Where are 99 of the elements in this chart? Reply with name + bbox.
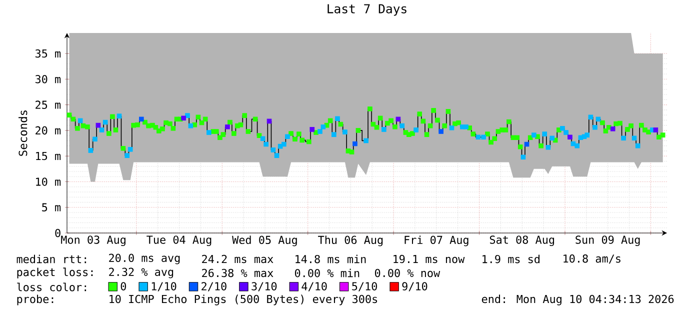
x-tick-label: Fri 07 Aug	[404, 236, 468, 246]
point	[414, 128, 418, 132]
point	[596, 116, 601, 122]
point	[320, 124, 326, 130]
text: 20.0 ms avg	[109, 254, 180, 264]
point	[270, 148, 276, 152]
point	[278, 144, 283, 149]
point	[584, 132, 590, 138]
y-tick-label: 0	[55, 228, 60, 238]
point	[550, 136, 555, 141]
point	[610, 126, 616, 132]
text: 0.00 % min	[294, 268, 360, 278]
point	[621, 136, 626, 141]
chart-title: Last 7 Days	[328, 4, 406, 16]
x-tick-label: Sat 08 Aug	[490, 236, 554, 246]
text: 1.9 ms sd	[482, 254, 540, 264]
point	[78, 118, 83, 124]
point	[546, 144, 551, 150]
point	[588, 114, 594, 120]
point	[274, 153, 280, 158]
y-tick-label: 5 m	[42, 203, 61, 212]
y-tick-label: 20 m	[36, 126, 61, 135]
point	[560, 126, 565, 131]
point	[542, 132, 548, 136]
point	[124, 153, 130, 158]
text: 14.8 ms min	[296, 254, 366, 264]
point	[568, 134, 572, 140]
point	[653, 128, 658, 132]
point	[102, 120, 108, 125]
legend-title: loss color:	[17, 282, 86, 292]
point	[364, 138, 368, 144]
y-axis-title: Seconds	[18, 110, 28, 156]
point	[264, 142, 268, 147]
point	[449, 125, 454, 130]
point	[592, 124, 598, 130]
point	[318, 129, 322, 134]
legend-label: 0	[120, 282, 126, 290]
legend-label: 2/10	[202, 282, 226, 292]
x-tick-label: Mon 03 Aug	[61, 236, 126, 246]
text: end: Mon Aug 10 04:34:13 2026	[482, 294, 674, 306]
point	[352, 141, 358, 146]
point	[181, 116, 186, 121]
point	[342, 130, 348, 134]
point	[564, 130, 568, 135]
point	[260, 136, 266, 142]
point	[266, 118, 272, 124]
point	[185, 113, 190, 118]
x-tick-label: Sun 09 Aug	[576, 236, 640, 246]
point	[635, 143, 640, 148]
point	[99, 128, 104, 132]
point	[532, 132, 536, 138]
point	[382, 127, 386, 132]
point	[396, 116, 401, 122]
point	[464, 124, 468, 130]
point	[96, 122, 101, 128]
point	[632, 136, 637, 141]
point	[400, 123, 405, 128]
point	[116, 114, 122, 118]
x-tick-label: Wed 05 Aug	[232, 236, 297, 246]
text: 19.1 ms now	[394, 254, 465, 264]
point	[310, 127, 315, 132]
y-tick-label: 35 m	[35, 49, 61, 58]
text: 0.00 % now	[374, 268, 440, 278]
legend-label: 4/10	[302, 282, 327, 292]
point	[206, 130, 212, 135]
text: 10.8 am/s	[564, 254, 620, 264]
point	[438, 129, 444, 134]
y-tick-label: 15 m	[36, 152, 61, 160]
y-tick-label: 30 m	[35, 75, 61, 84]
text: 2.32 % avg	[109, 268, 174, 278]
point	[332, 132, 336, 137]
y-tick-label: 25 m	[36, 100, 61, 109]
point	[578, 135, 584, 140]
legend-label: 9/10	[402, 282, 428, 292]
text: median rtt:	[16, 254, 86, 264]
x-tick-label: Tue 04 Aug	[146, 236, 212, 246]
x-tick-label: Thu 06 Aug	[318, 236, 383, 246]
point	[88, 148, 94, 153]
point	[225, 124, 230, 130]
point	[520, 154, 526, 160]
text: 24.2 ms max	[202, 254, 274, 264]
text: probe:	[17, 294, 54, 306]
text: packet loss:	[17, 268, 93, 278]
point	[335, 116, 340, 122]
point	[128, 147, 133, 152]
y-tick-label: 10 m	[36, 178, 61, 186]
point	[574, 143, 580, 148]
legend-label: 3/10	[252, 282, 277, 292]
legend-label: 1/10	[152, 282, 176, 292]
text: 26.38 % max	[202, 268, 274, 278]
text: 10 ICMP Echo Pings (500 Bytes) every 300s	[110, 294, 378, 306]
point	[188, 123, 194, 128]
legend-label: 5/10	[352, 282, 377, 292]
point	[282, 142, 286, 147]
point	[476, 134, 481, 140]
point	[139, 116, 144, 122]
point	[92, 136, 98, 142]
point	[285, 134, 290, 139]
point	[481, 134, 486, 140]
